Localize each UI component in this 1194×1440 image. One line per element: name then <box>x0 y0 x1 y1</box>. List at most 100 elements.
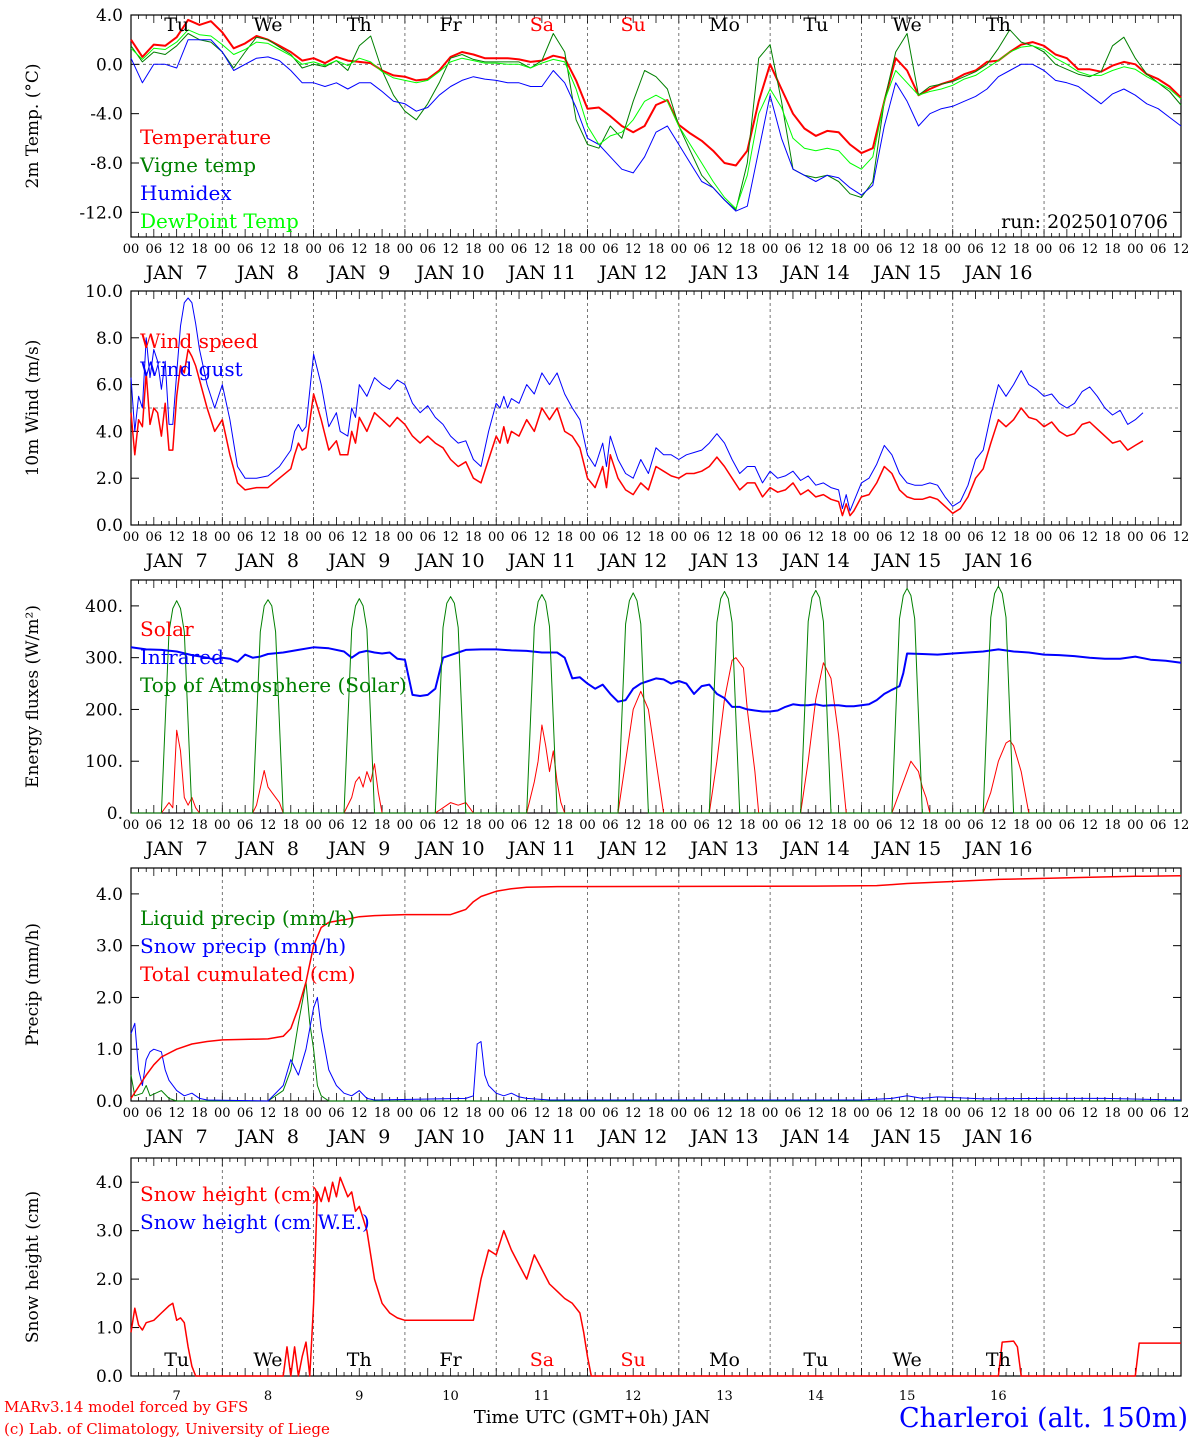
day-label: JAN 9 <box>326 550 390 572</box>
series-line-infrared <box>130 646 1182 713</box>
hour-tick-label: 12 <box>534 530 551 545</box>
y-axis-title: 10m Wind (m/s) <box>23 340 43 477</box>
day-label: JAN 16 <box>962 838 1032 860</box>
hour-tick-label: 18 <box>739 818 756 833</box>
day-number: 13 <box>716 1389 733 1404</box>
hour-tick-label: 12 <box>1173 530 1190 545</box>
y-tick-label: 4.0 <box>96 6 123 26</box>
hour-tick-label: 12 <box>260 530 277 545</box>
hour-tick-label: 18 <box>556 530 573 545</box>
hour-tick-label: 12 <box>534 818 551 833</box>
hour-tick-label: 12 <box>351 242 368 257</box>
hour-tick-label: 12 <box>808 1106 825 1121</box>
hour-tick-label: 12 <box>1081 818 1098 833</box>
hour-tick-label: 18 <box>465 1106 482 1121</box>
hour-tick-label: 06 <box>785 818 802 833</box>
hour-tick-label: 12 <box>716 818 733 833</box>
weekday-label: We <box>253 1349 282 1371</box>
y-tick-label: 2.0 <box>96 988 123 1008</box>
hour-tick-label: 18 <box>556 818 573 833</box>
legend-snow-precip-mm-h: Snow precip (mm/h) <box>140 934 346 958</box>
legend-snow-height-cm: Snow height (cm) <box>140 1182 319 1206</box>
hour-tick-label: 12 <box>1081 242 1098 257</box>
day-label: JAN 13 <box>688 1126 758 1148</box>
day-label: JAN 11 <box>506 550 576 572</box>
hour-tick-label: 06 <box>1059 242 1076 257</box>
plot-frame <box>130 14 1182 238</box>
hour-tick-label: 18 <box>191 1106 208 1121</box>
hour-tick-label: 06 <box>1150 818 1167 833</box>
hour-tick-label: 06 <box>237 818 254 833</box>
hour-tick-label: 06 <box>328 1106 345 1121</box>
legend-total-cumulated-cm: Total cumulated (cm) <box>140 962 356 986</box>
y-tick-label: 6.0 <box>96 376 123 396</box>
y-tick-label: 100. <box>85 752 123 772</box>
hour-tick-label: 00 <box>1127 530 1144 545</box>
hour-tick-label: 12 <box>168 530 185 545</box>
hour-tick-label: 18 <box>648 530 665 545</box>
hour-tick-label: 12 <box>260 1106 277 1121</box>
day-label: JAN 9 <box>326 838 390 860</box>
weekday-label: Mo <box>709 1349 740 1371</box>
hour-tick-label: 12 <box>351 530 368 545</box>
series-line-snow-height-cm <box>130 1176 1181 1377</box>
panel-1: 4.0 0.0 -4.0 -8.0 -12.0 2m Temp. (°C) Temperat… <box>23 6 1189 284</box>
hour-tick-label: 12 <box>351 1106 368 1121</box>
hour-tick-label: 06 <box>602 818 619 833</box>
hour-tick-label: 06 <box>876 530 893 545</box>
day-number: 16 <box>990 1389 1007 1404</box>
hour-tick-label: 06 <box>785 530 802 545</box>
day-number: 14 <box>808 1389 825 1404</box>
y-tick-label: 0.0 <box>96 1092 123 1112</box>
hour-tick-label: 06 <box>1059 530 1076 545</box>
hour-tick-label: 12 <box>442 242 459 257</box>
day-number: 15 <box>899 1389 916 1404</box>
hour-tick-label: 18 <box>374 818 391 833</box>
y-tick-label: 2.0 <box>96 1270 123 1290</box>
day-label: JAN 16 <box>962 262 1032 284</box>
y-tick-label: 4.0 <box>96 422 123 442</box>
day-label: JAN 10 <box>414 838 484 860</box>
day-label: JAN 16 <box>962 550 1032 572</box>
hour-tick-label: 12 <box>1173 1106 1190 1121</box>
hour-tick-label: 12 <box>990 818 1007 833</box>
hour-tick-label: 18 <box>739 242 756 257</box>
day-label: JAN 12 <box>597 838 667 860</box>
hour-tick-label: 18 <box>374 242 391 257</box>
day-label: JAN 13 <box>688 550 758 572</box>
weekday-label: Th <box>986 14 1011 36</box>
hour-tick-label: 00 <box>579 242 596 257</box>
day-number: 7 <box>173 1389 181 1404</box>
hour-tick-label: 06 <box>146 530 163 545</box>
weekday-label: Th <box>347 1349 372 1371</box>
hour-tick-label: 06 <box>1150 530 1167 545</box>
hour-tick-label: 18 <box>191 530 208 545</box>
hour-tick-label: 00 <box>123 1106 140 1121</box>
hour-tick-label: 18 <box>830 242 847 257</box>
hour-tick-label: 12 <box>442 818 459 833</box>
hour-tick-label: 12 <box>899 1106 916 1121</box>
hour-tick-label: 00 <box>123 530 140 545</box>
hour-tick-label: 12 <box>625 1106 642 1121</box>
day-number: 12 <box>625 1389 642 1404</box>
weekday-label: Su <box>621 1349 646 1371</box>
y-tick-label: 400. <box>85 597 123 617</box>
hour-tick-label: 00 <box>305 242 322 257</box>
day-label: JAN 7 <box>144 1126 208 1148</box>
y-tick-label: 300. <box>85 649 123 669</box>
y-tick-label: 200. <box>85 700 123 720</box>
day-label: JAN 10 <box>414 550 484 572</box>
hour-tick-label: 06 <box>1059 1106 1076 1121</box>
weekday-label: We <box>892 1349 921 1371</box>
hour-tick-label: 06 <box>511 242 528 257</box>
day-label: JAN 12 <box>597 262 667 284</box>
day-label: JAN 10 <box>414 262 484 284</box>
hour-tick-label: 18 <box>1104 530 1121 545</box>
hour-tick-label: 06 <box>419 242 436 257</box>
day-label: JAN 10 <box>414 1126 484 1148</box>
hour-tick-label: 06 <box>967 242 984 257</box>
day-label: JAN 14 <box>780 838 850 860</box>
weekday-label: Tu <box>164 1349 189 1371</box>
series-line-liquid-precip-mm-h <box>130 981 1181 1102</box>
hour-tick-label: 12 <box>534 242 551 257</box>
